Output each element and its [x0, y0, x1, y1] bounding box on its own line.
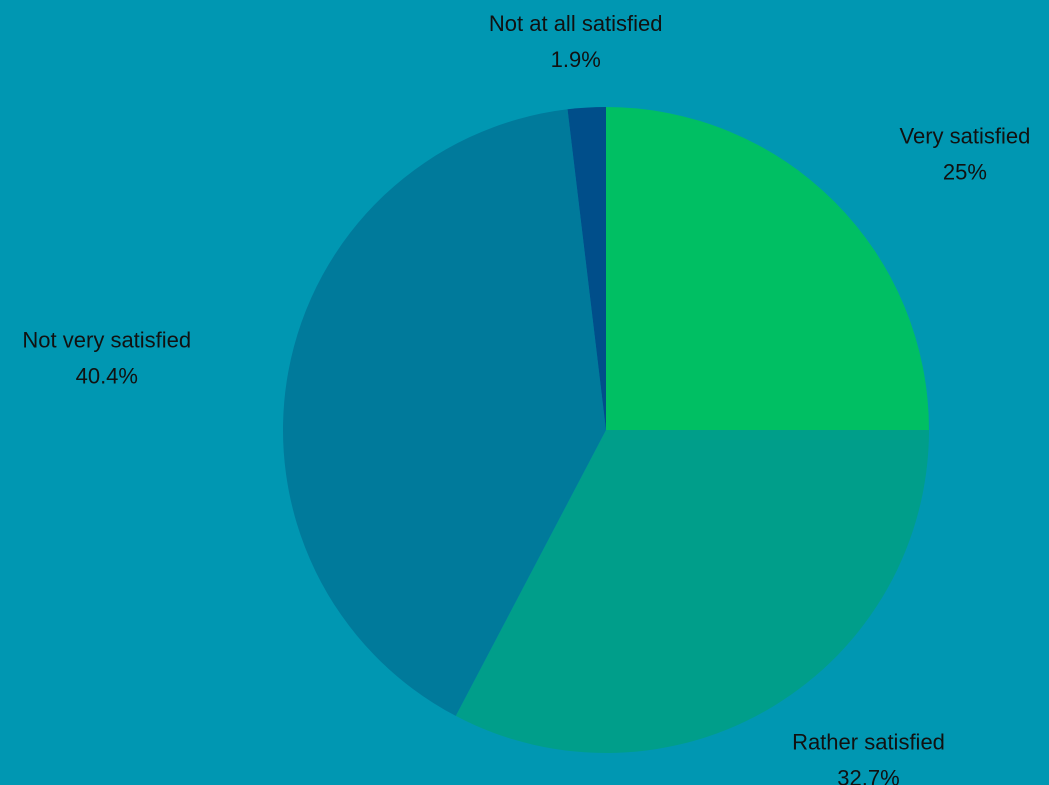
slice-value-label: 1.9%	[551, 47, 601, 72]
slice-label: Rather satisfied	[792, 730, 945, 755]
slice-label: Very satisfied	[900, 124, 1031, 149]
slice-label: Not very satisfied	[22, 328, 191, 353]
pie-slice	[455, 430, 929, 753]
pie-slice	[567, 107, 606, 430]
slice-label: Not at all satisfied	[489, 11, 663, 36]
slice-value-label: 32.7%	[837, 766, 899, 785]
slice-value-label: 25%	[943, 160, 987, 185]
pie-slice	[283, 109, 606, 716]
slice-value-label: 40.4%	[76, 364, 138, 389]
pie-slice	[606, 107, 929, 430]
